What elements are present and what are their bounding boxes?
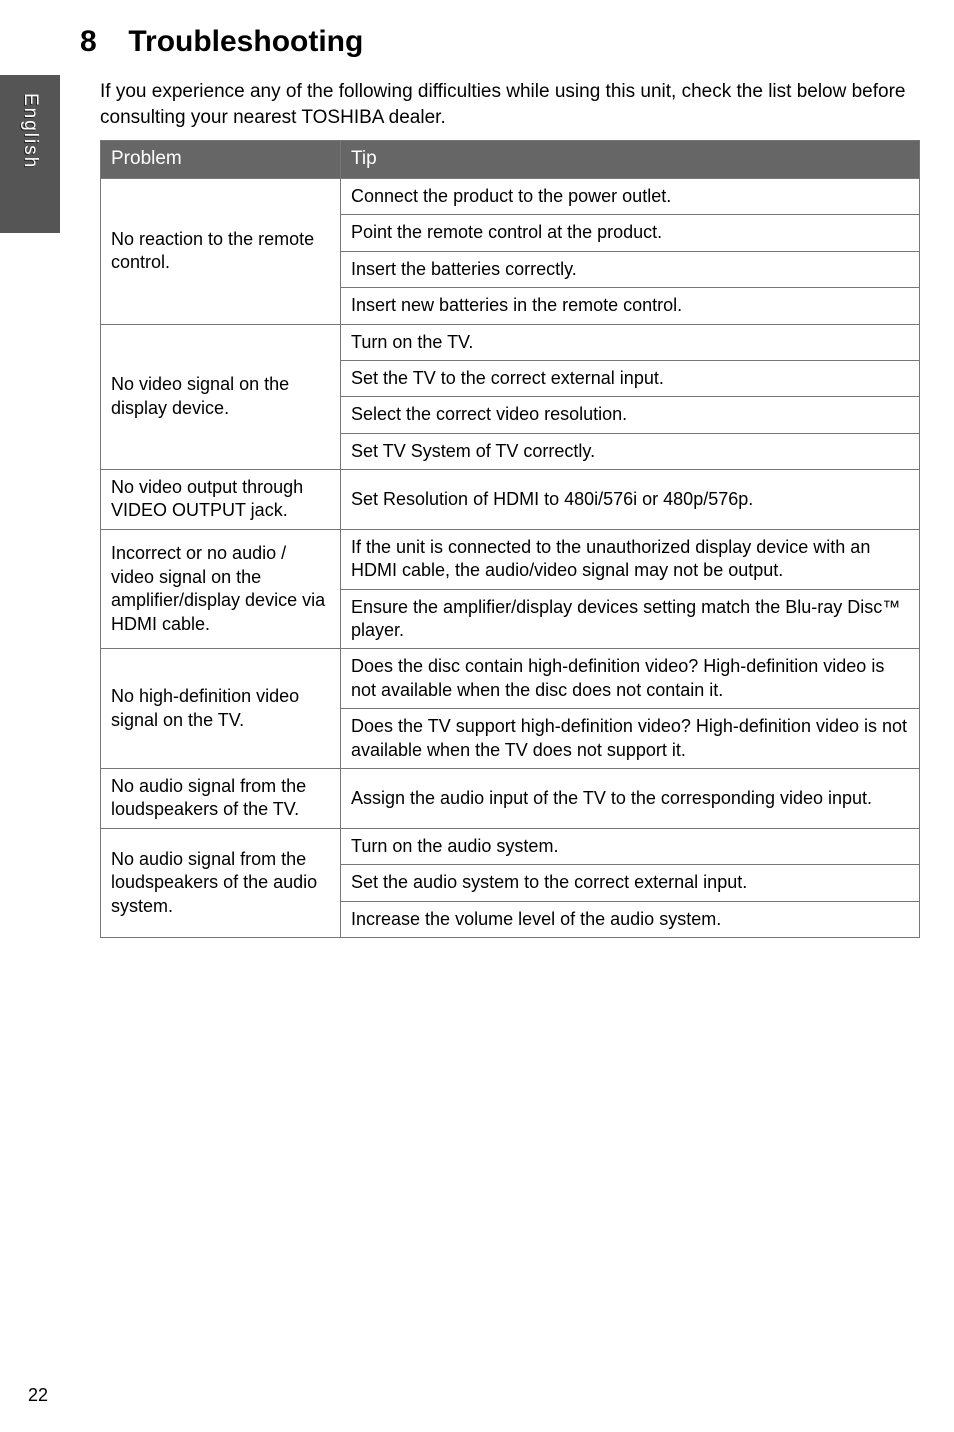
section-number: 8 [80, 25, 120, 59]
problem-cell: No high-definition video signal on the T… [101, 649, 341, 769]
section-title-text: Troubleshooting [128, 25, 363, 58]
tip-cell: Set Resolution of HDMI to 480i/576i or 4… [341, 470, 920, 530]
problem-cell: Incorrect or no audio / video signal on … [101, 529, 341, 649]
intro-paragraph: If you experience any of the following d… [100, 79, 920, 130]
tip-cell: Does the disc contain high-definition vi… [341, 649, 920, 709]
tip-cell: Point the remote control at the product. [341, 215, 920, 251]
tip-cell: If the unit is connected to the unauthor… [341, 529, 920, 589]
problem-cell: No audio signal from the loudspeakers of… [101, 769, 341, 829]
problem-cell: No reaction to the remote control. [101, 178, 341, 324]
tip-cell: Insert new batteries in the remote contr… [341, 288, 920, 324]
tip-cell: Turn on the TV. [341, 324, 920, 360]
table-row: No reaction to the remote control.Connec… [101, 178, 920, 214]
tip-cell: Increase the volume level of the audio s… [341, 901, 920, 937]
tip-cell: Set TV System of TV correctly. [341, 433, 920, 469]
main-content: 8 Troubleshooting If you experience any … [80, 25, 920, 938]
column-header-problem: Problem [101, 141, 341, 179]
table-row: No video signal on the display device.Tu… [101, 324, 920, 360]
language-label: English [19, 93, 41, 169]
tip-cell: Turn on the audio system. [341, 828, 920, 864]
problem-cell: No video output through VIDEO OUTPUT jac… [101, 470, 341, 530]
tip-cell: Set the TV to the correct external input… [341, 360, 920, 396]
section-heading: 8 Troubleshooting [80, 25, 920, 59]
column-header-tip: Tip [341, 141, 920, 179]
table-row: No high-definition video signal on the T… [101, 649, 920, 709]
tip-cell: Does the TV support high-definition vide… [341, 709, 920, 769]
tip-cell: Assign the audio input of the TV to the … [341, 769, 920, 829]
language-sidetab: English [0, 75, 60, 233]
table-row: Incorrect or no audio / video signal on … [101, 529, 920, 589]
table-row: No audio signal from the loudspeakers of… [101, 828, 920, 864]
page-number: 22 [28, 1385, 48, 1406]
tip-cell: Ensure the amplifier/display devices set… [341, 589, 920, 649]
table-row: No audio signal from the loudspeakers of… [101, 769, 920, 829]
tip-cell: Connect the product to the power outlet. [341, 178, 920, 214]
tip-cell: Set the audio system to the correct exte… [341, 865, 920, 901]
problem-cell: No audio signal from the loudspeakers of… [101, 828, 341, 937]
tip-cell: Insert the batteries correctly. [341, 251, 920, 287]
tip-cell: Select the correct video resolution. [341, 397, 920, 433]
troubleshooting-table: Problem Tip No reaction to the remote co… [100, 140, 920, 938]
table-row: No video output through VIDEO OUTPUT jac… [101, 470, 920, 530]
problem-cell: No video signal on the display device. [101, 324, 341, 470]
